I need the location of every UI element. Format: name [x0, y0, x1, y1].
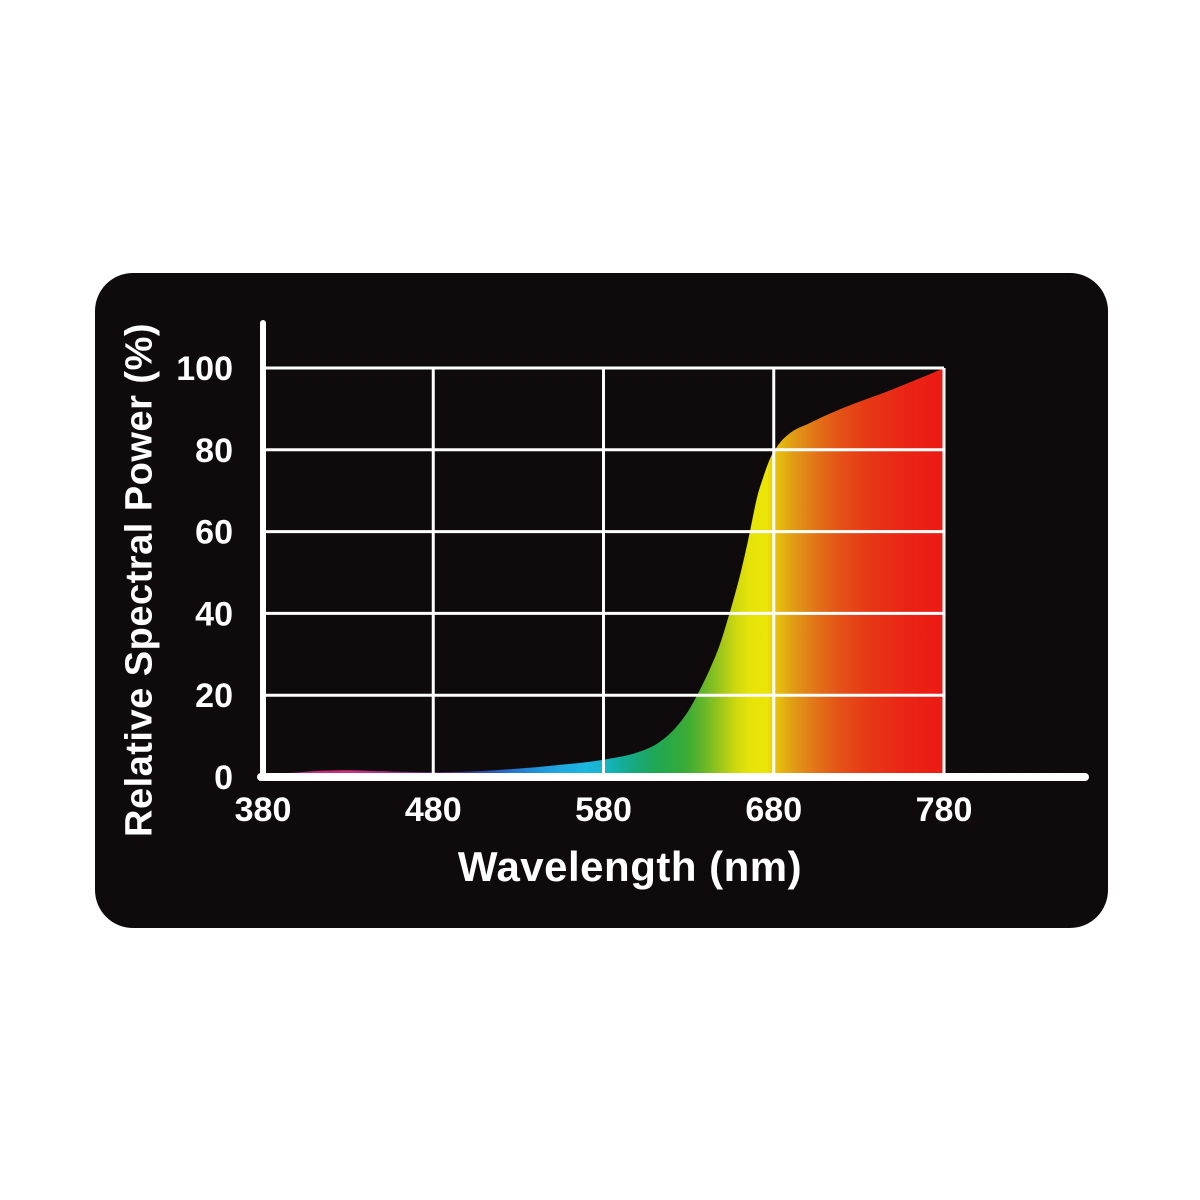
y-tick-label-60: 60 [195, 514, 233, 552]
x-tick-label-480: 480 [405, 791, 462, 829]
y-tick-label-0: 0 [214, 759, 233, 797]
spectral-power-chart: 380 480 580 680 780 0 20 40 60 80 100 [176, 320, 1089, 829]
y-axis-title: Relative Spectral Power (%) [118, 323, 161, 838]
y-tick-label-40: 40 [195, 595, 233, 633]
y-tick-label-80: 80 [195, 432, 233, 470]
spectrum-chart-card: 380 480 580 680 780 0 20 40 60 80 100 Relative Spe… [95, 273, 1108, 928]
x-tick-label-780: 780 [916, 791, 973, 829]
x-axis-title: Wavelength (nm) [457, 843, 803, 890]
y-tick-label-100: 100 [176, 350, 233, 388]
x-tick-label-580: 580 [575, 791, 632, 829]
x-tick-label-680: 680 [745, 791, 802, 829]
x-tick-label-380: 380 [235, 791, 292, 829]
y-tick-label-20: 20 [195, 677, 233, 715]
